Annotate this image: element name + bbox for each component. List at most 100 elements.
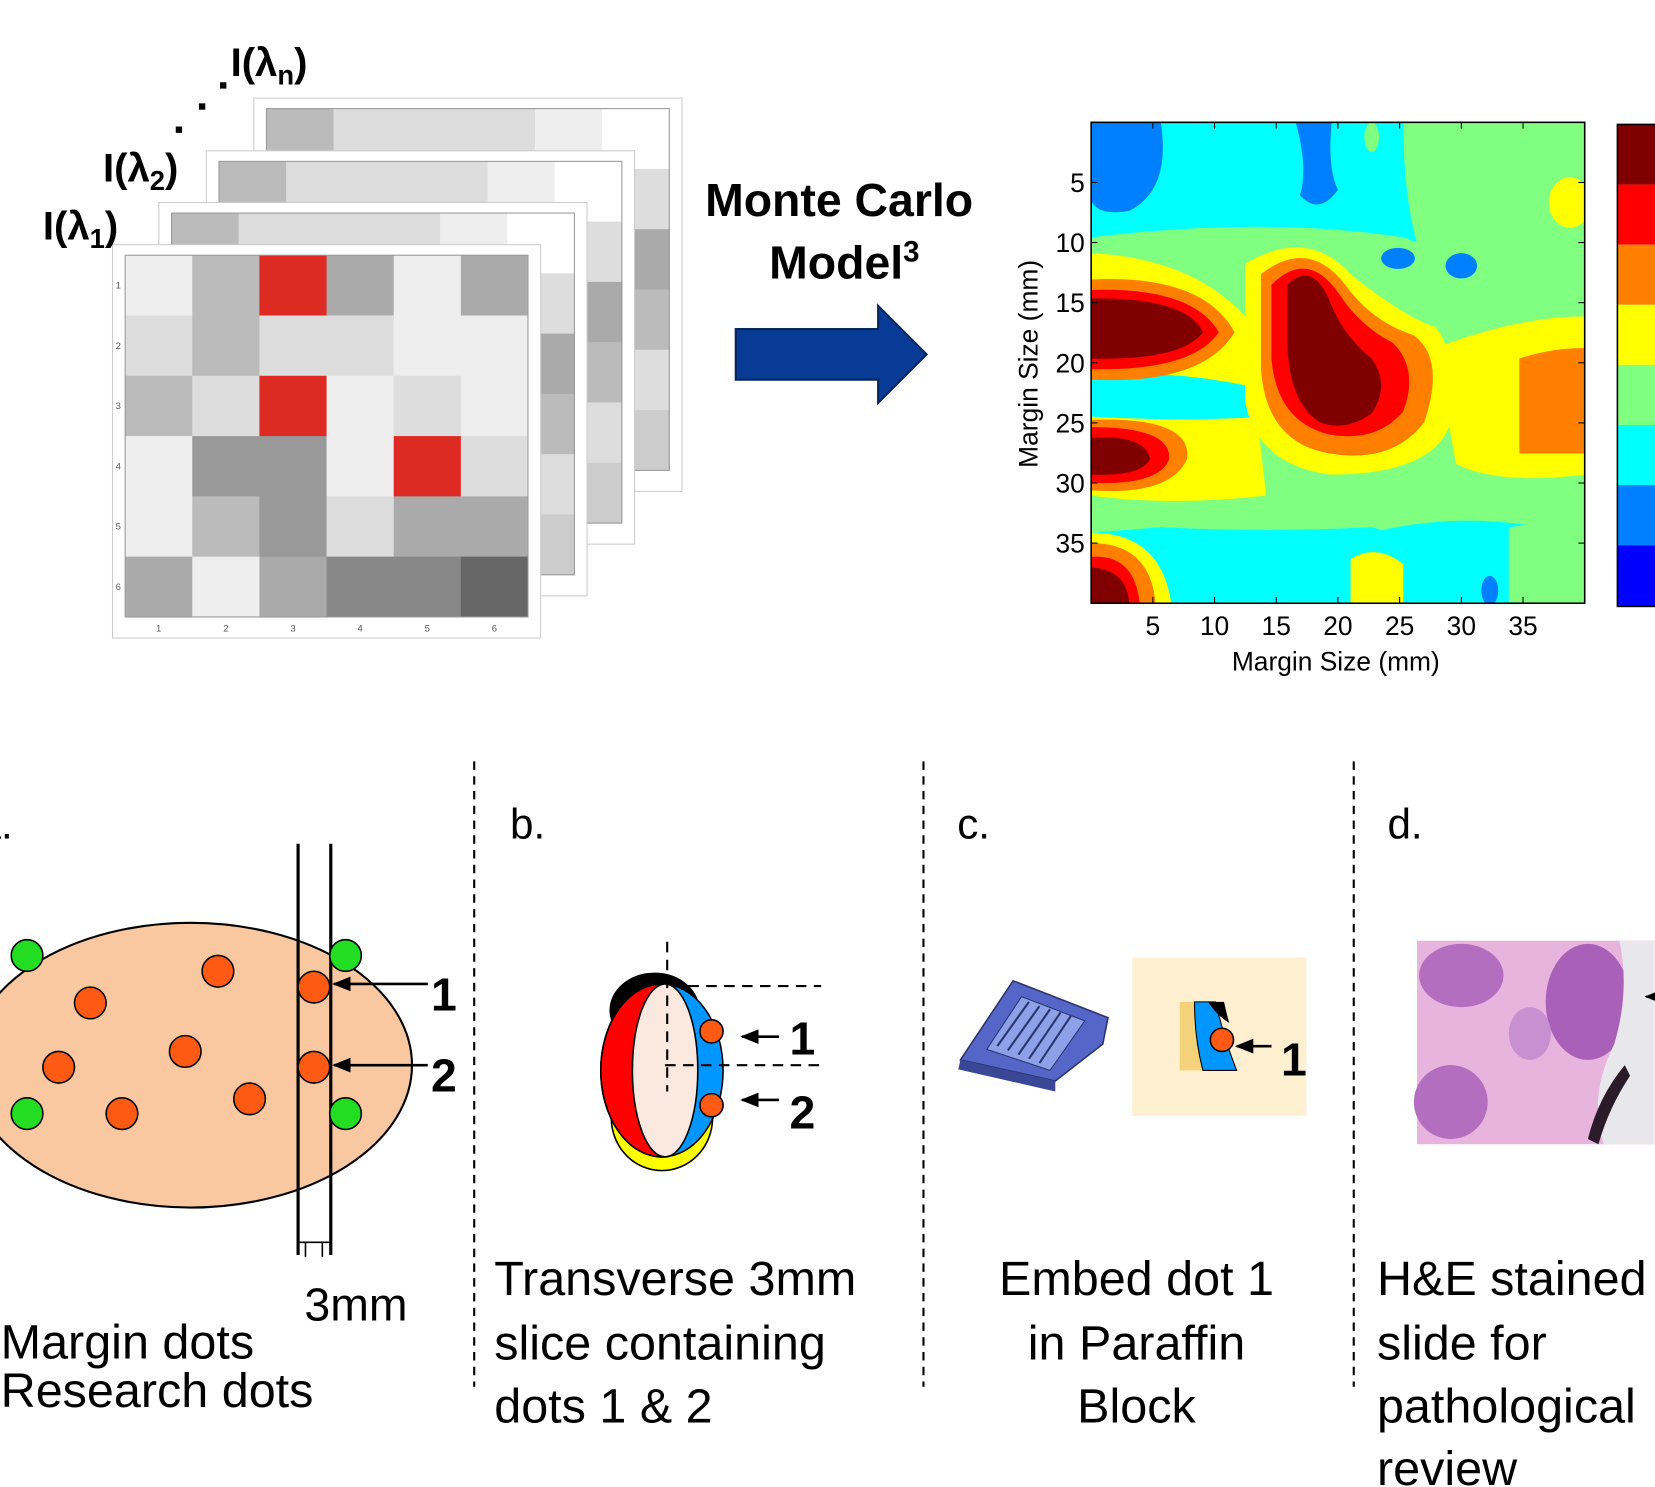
matrix-cell [460,556,529,618]
matrix-tick-label: 2 [223,624,228,635]
research-dots [699,1019,724,1118]
panel-letter: c. [957,800,990,847]
x-tick-label: 30 [1447,611,1476,641]
dot-marker: 1 [790,1013,816,1065]
ellipsis-dots [175,82,227,133]
matrix-cell [125,496,193,558]
matrix-cell [259,496,328,558]
caption: dots 1 & 2 [494,1380,712,1434]
panel-divider [473,761,1355,1387]
panel-letter: a. [0,800,13,847]
matrix-cell [393,436,462,497]
matrix-cell [192,496,260,558]
colorbar [1616,123,1655,608]
x-tick-label: 25 [1385,611,1414,641]
scale-label: 3mm [304,1278,407,1330]
matrix-tick-label: 4 [116,461,121,472]
model-label: Monte Carlo [705,174,973,226]
y-tick-label: 10 [1055,228,1084,258]
matrix-cell [326,556,395,618]
caption: review [1377,1442,1518,1487]
caption: Margin dots [1,1315,254,1369]
matrix-tick-label: 3 [290,624,295,635]
caption: Embed dot 1 [999,1252,1274,1306]
matrix-cell [192,556,260,618]
x-axis-label: Margin Size (mm) [1232,647,1440,677]
cut-lines [665,941,822,1092]
matrix-cell [259,315,328,377]
matrix-stack: 1 1 2 2 3 3 4 4 5 5 6 6 [111,97,683,639]
embedded-tissue [1179,1001,1238,1071]
dot-marker: 1 [1281,1034,1307,1086]
matrix-cell [393,315,462,377]
caption: Block [1077,1380,1196,1434]
matrix-cell [192,255,260,317]
matrix-cell [460,375,529,437]
research-dots [42,954,331,1131]
matrix-cell [393,375,462,437]
matrix-cell [326,315,395,377]
matrix-border [124,254,529,618]
pointer-arrow [740,1029,779,1108]
matrix-cell [125,315,193,377]
caption: pathological [1377,1380,1636,1434]
model-label: Model3 [769,236,919,289]
matrix-cell [192,436,260,497]
matrix-cell [326,496,395,558]
matrix-cell [125,436,193,497]
matrix-tick-label: 5 [116,522,121,533]
matrix-cell [259,436,328,497]
matrix-cell [460,255,529,317]
matrix-cell [259,556,328,618]
matrix-cell [259,375,328,437]
y-axis-label: Margin Size (mm) [1013,260,1043,468]
stack-label: I(λn) [231,41,308,90]
dot-marker: 2 [431,1050,457,1102]
histology-image [1413,940,1655,1145]
matrix-cell [393,556,462,618]
matrix-cell [259,255,328,317]
matrix-cell [125,255,193,317]
process-arrow [734,303,929,406]
dot-marker: 1 [431,968,457,1020]
stack-label: I(λ2) [103,146,178,195]
scale-bracket [298,1241,331,1258]
matrix-tick-label: 1 [156,624,161,635]
y-tick-label: 25 [1055,408,1084,438]
x-tick-label: 35 [1508,611,1537,641]
y-tick-label: 5 [1070,168,1085,198]
matrix-tick-label: 3 [116,401,121,412]
matrix-tick-label: 5 [425,624,430,635]
matrix-cell [326,436,395,497]
matrix-cell [125,375,193,437]
y-tick-label: 15 [1055,288,1084,318]
heatmap-axes: 5 10 15 20 25 30 35 5 10 15 20 25 30 35 [1055,122,1585,641]
slice-lines [296,843,333,1255]
margin-dots [10,938,363,1131]
caption: slice containing [494,1316,826,1370]
matrix-cell [192,315,260,377]
panel-letter: b. [510,800,545,847]
caption: in Paraffin [1028,1316,1245,1370]
matrix-tick-label: 2 [116,341,121,352]
y-tick-label: 20 [1055,348,1084,378]
x-tick-label: 10 [1200,611,1229,641]
matrix-cell [326,375,395,437]
pointer-arrow [332,976,428,1073]
matrix-cell [460,436,529,497]
matrix-cell [460,315,529,377]
x-tick-label: 5 [1146,611,1161,641]
tissue-slice [599,972,724,1172]
caption: H&E stained [1377,1252,1647,1306]
caption: slide for [1377,1316,1547,1370]
matrix-tick-label: 6 [492,624,497,635]
stack-label: I(λ1) [43,204,118,253]
cassette [958,979,1109,1092]
y-tick-label: 30 [1055,469,1084,499]
matrix-cell [393,496,462,558]
matrix-cell [460,496,529,558]
caption: Transverse 3mm [494,1252,856,1306]
matrix-cell [393,255,462,317]
matrix-cell [192,375,260,437]
